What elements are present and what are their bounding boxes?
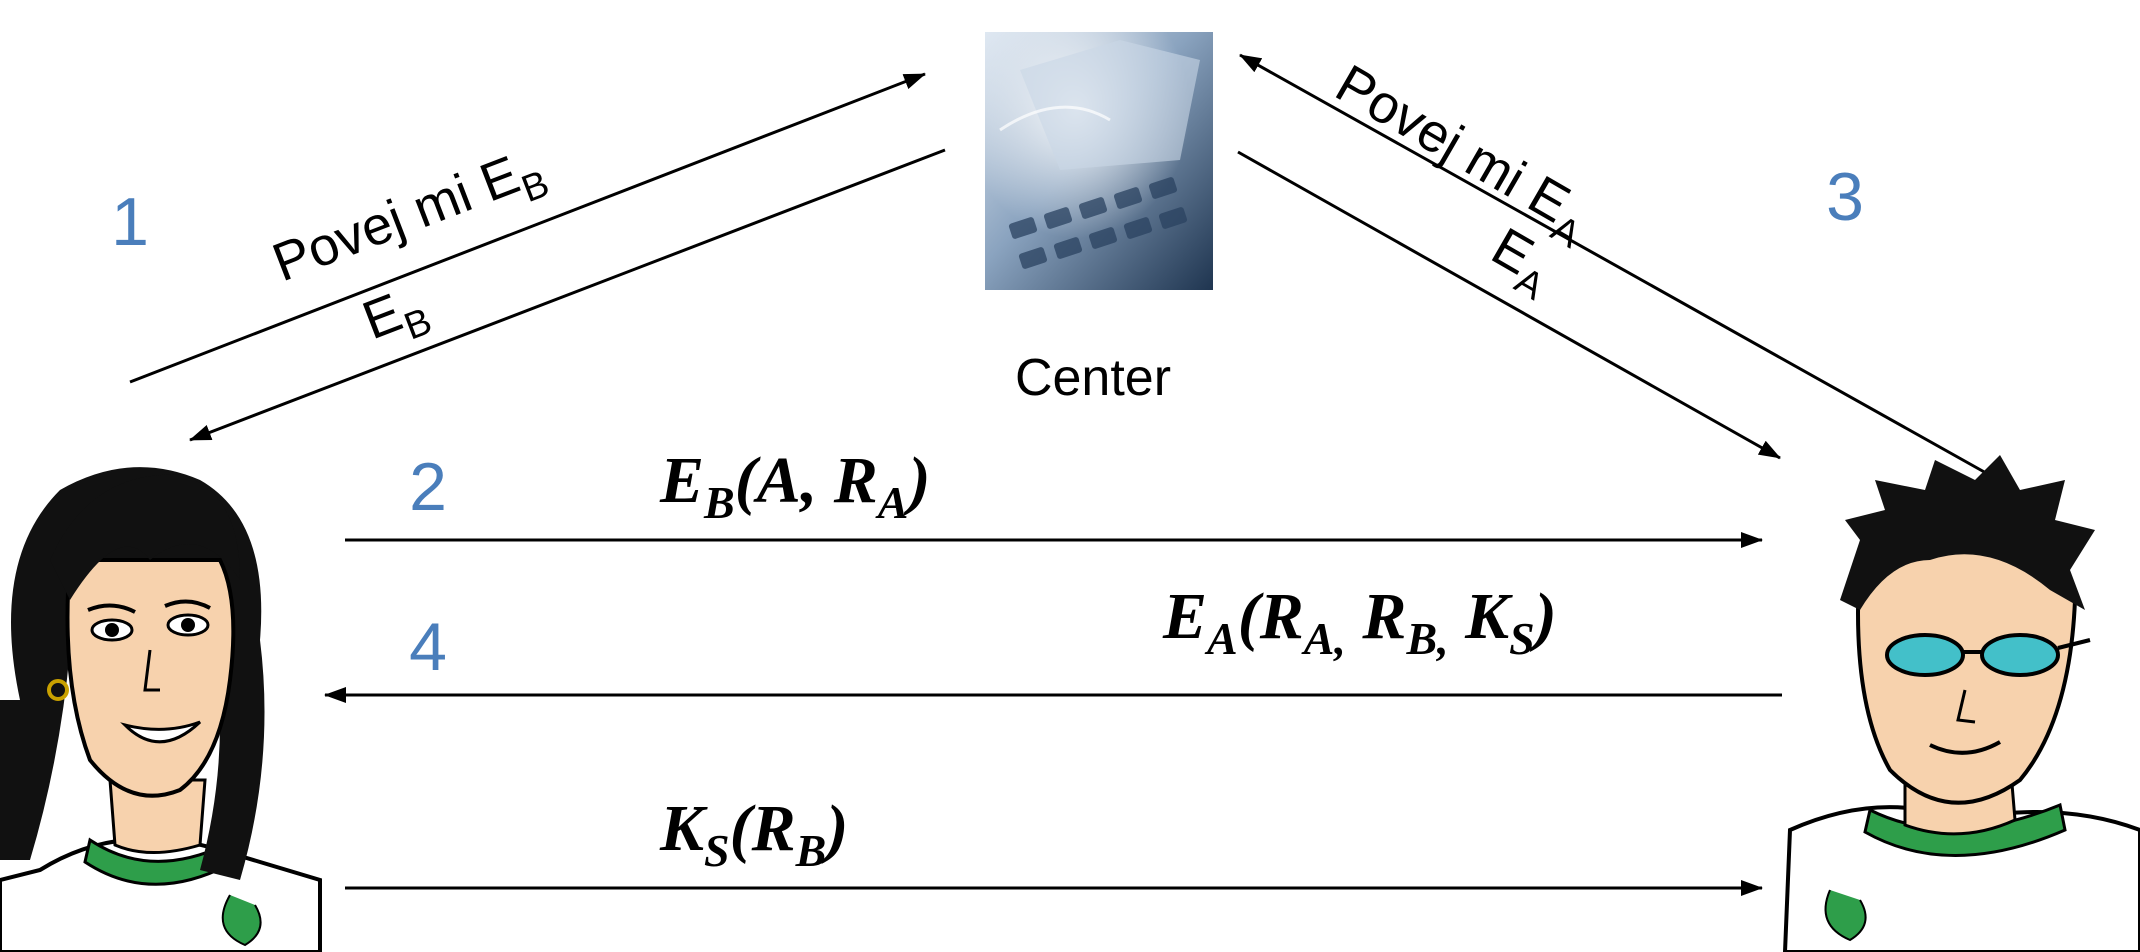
bob-cartoon-icon	[1782, 455, 2140, 952]
step-number-4: 4	[409, 609, 447, 685]
center-label: Center	[1015, 349, 1171, 407]
message-5-text: KS(RB)	[659, 792, 848, 876]
step-number-1: 1	[111, 184, 149, 260]
message-4-text: EA(RA, RB, KS)	[1162, 580, 1557, 664]
step-number-2: 2	[409, 449, 447, 525]
arrow-ask-ea	[1239, 53, 1996, 480]
arrow-ask-eb	[129, 72, 926, 384]
alice-cartoon-icon	[0, 467, 322, 952]
keyboard-computer-icon	[985, 32, 1213, 290]
arrow-eb-reply	[189, 148, 946, 442]
message-2-text: EB(A, RA)	[659, 444, 930, 528]
arrow-ea-reply	[1237, 150, 1781, 460]
step-number-3: 3	[1826, 159, 1864, 235]
label-ask-eb: Povej mi EB	[265, 136, 555, 304]
label-ask-ea: Povej mi EA	[1321, 53, 1603, 257]
